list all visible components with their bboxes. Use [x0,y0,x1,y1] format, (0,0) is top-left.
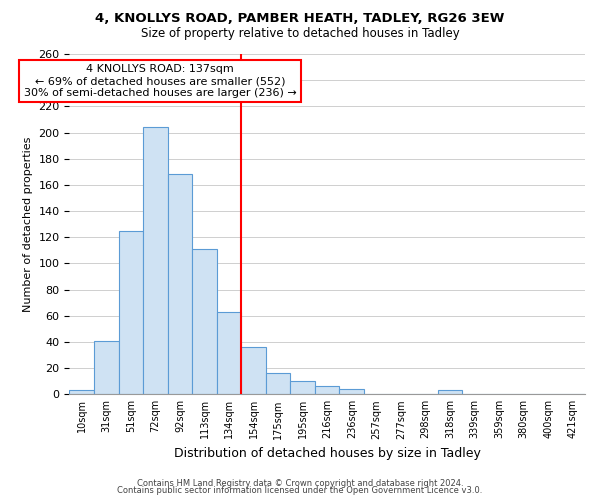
Bar [315,386,340,394]
Bar [167,174,192,394]
Text: 4, KNOLLYS ROAD, PAMBER HEATH, TADLEY, RG26 3EW: 4, KNOLLYS ROAD, PAMBER HEATH, TADLEY, R… [95,12,505,26]
Bar [192,249,217,394]
Bar [340,389,364,394]
Y-axis label: Number of detached properties: Number of detached properties [23,136,33,312]
Bar [241,347,266,395]
Text: 4 KNOLLYS ROAD: 137sqm
← 69% of detached houses are smaller (552)
30% of semi-de: 4 KNOLLYS ROAD: 137sqm ← 69% of detached… [24,64,296,98]
Bar [119,230,143,394]
Bar [217,312,241,394]
Bar [94,340,119,394]
Bar [290,381,315,394]
Bar [266,374,290,394]
Text: Contains public sector information licensed under the Open Government Licence v3: Contains public sector information licen… [118,486,482,495]
Bar [70,390,94,394]
Bar [437,390,462,394]
Text: Contains HM Land Registry data © Crown copyright and database right 2024.: Contains HM Land Registry data © Crown c… [137,478,463,488]
Bar [143,128,167,394]
Text: Size of property relative to detached houses in Tadley: Size of property relative to detached ho… [140,28,460,40]
X-axis label: Distribution of detached houses by size in Tadley: Distribution of detached houses by size … [174,447,481,460]
